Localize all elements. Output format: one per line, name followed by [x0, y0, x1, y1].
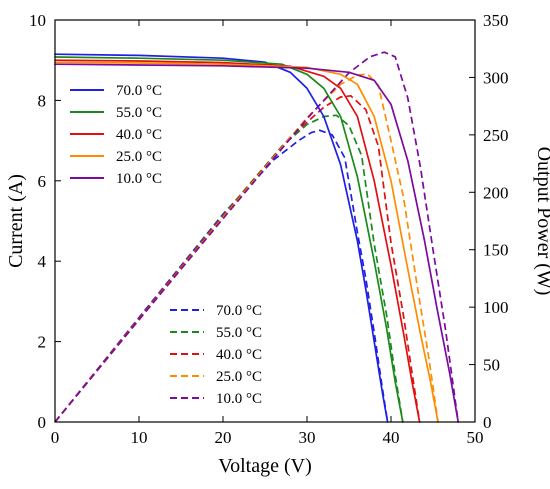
legend-label: 10.0 °C: [216, 391, 262, 407]
y-right-tick-label: 150: [483, 241, 509, 260]
x-tick-label: 40: [383, 428, 400, 447]
y-left-tick-label: 2: [38, 333, 47, 352]
x-tick-label: 20: [215, 428, 232, 447]
y-right-tick-label: 200: [483, 183, 509, 202]
y-right-tick-label: 300: [483, 68, 509, 87]
x-tick-label: 0: [51, 428, 60, 447]
y-right-tick-label: 250: [483, 126, 509, 145]
y-right-tick-label: 350: [483, 11, 509, 30]
legend-label: 40.0 °C: [216, 347, 262, 363]
y-axis-right-title: Output Power (W): [533, 147, 550, 296]
y-left-tick-label: 4: [38, 252, 47, 271]
legend-solid: 70.0 °C 55.0 °C 40.0 °C 25.0 °C 10.0 °C: [70, 83, 162, 187]
y-left-tick-label: 10: [29, 11, 46, 30]
y-left-tick-label: 8: [38, 91, 47, 110]
current-curve-3: [54, 61, 439, 423]
legend-label: 40.0 °C: [116, 127, 162, 143]
legend-label: 55.0 °C: [116, 105, 162, 121]
current-curve-0: [54, 53, 389, 423]
legend-dashed: 70.0 °C 55.0 °C 40.0 °C 25.0 °C 10.0 °C: [170, 303, 262, 407]
y-right-tick-label: 0: [483, 413, 492, 432]
current-curve-2: [54, 59, 421, 423]
power-curve-4: [54, 51, 460, 423]
x-tick-label: 10: [131, 428, 148, 447]
y-axis-left-title: Current (A): [5, 174, 27, 268]
current-curve-1: [54, 56, 404, 423]
x-axis-title: Voltage (V): [218, 455, 312, 477]
legend-label: 70.0 °C: [116, 83, 162, 99]
x-tick-label: 50: [467, 428, 484, 447]
current-curve-4: [54, 63, 460, 423]
curves-layer: [54, 51, 460, 423]
y-right-tick-label: 100: [483, 298, 509, 317]
y-left-tick-label: 6: [38, 172, 47, 191]
legend-label: 25.0 °C: [216, 369, 262, 385]
legend-label: 25.0 °C: [116, 149, 162, 165]
x-tick-label: 30: [299, 428, 316, 447]
y-right-tick-label: 50: [483, 356, 500, 375]
legends-layer: 70.0 °C55.0 °C40.0 °C25.0 °C10.0 °C70.0 …: [70, 83, 262, 407]
legend-label: 70.0 °C: [216, 303, 262, 319]
legend-label: 10.0 °C: [116, 171, 162, 187]
plot-frame: [54, 19, 476, 423]
y-left-tick-label: 0: [38, 413, 47, 432]
legend-label: 55.0 °C: [216, 325, 262, 341]
